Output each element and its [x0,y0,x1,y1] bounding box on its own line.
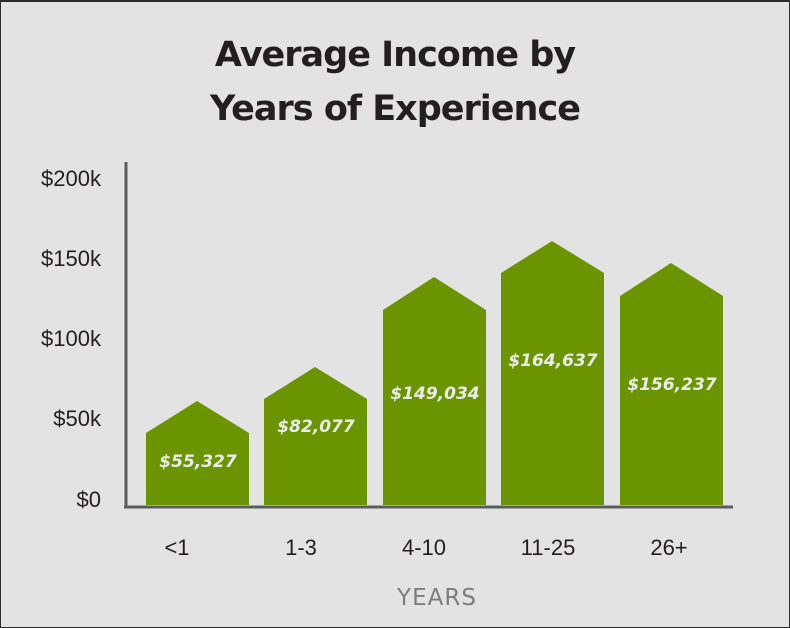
y-tick-150k: $150k [41,246,102,271]
y-tick-100k: $100k [41,326,102,351]
bar-label-lt1: $55,327 [159,452,237,472]
chart-title: Average Income by Years of Experience [0,28,790,136]
y-tick-200k: $200k [41,166,102,191]
x-axis-label: YEARS [396,585,477,611]
bar-lt1 [146,401,249,505]
y-axis-ticks: $200k $150k $100k $50k $0 [41,166,102,512]
bar-label-11-25: $164,637 [508,351,597,371]
x-tick-11-25: 11-25 [521,535,576,560]
y-tick-50k: $50k [53,406,102,431]
bar-value-labels: $55,327 $82,077 $149,034 $164,637 $156,2… [159,351,717,472]
bar-1-3 [264,367,367,505]
bar-4-10 [383,277,486,505]
x-axis-ticks: <1 1-3 4-10 11-25 26+ [164,535,687,560]
bar-11-25 [501,241,604,505]
bar-label-26plus: $156,237 [627,375,716,395]
x-tick-1-3: 1-3 [285,535,317,560]
y-tick-0: $0 [77,487,101,512]
x-tick-lt1: <1 [164,535,189,560]
bar-label-4-10: $149,034 [390,384,479,404]
x-tick-4-10: 4-10 [402,535,446,560]
chart-title-line-2: Years of Experience [210,89,581,129]
bar-26plus [620,263,723,505]
bar-label-1-3: $82,077 [277,417,355,437]
x-tick-26plus: 26+ [650,535,687,560]
chart-title-line-1: Average Income by [214,35,576,75]
bars [146,241,723,505]
